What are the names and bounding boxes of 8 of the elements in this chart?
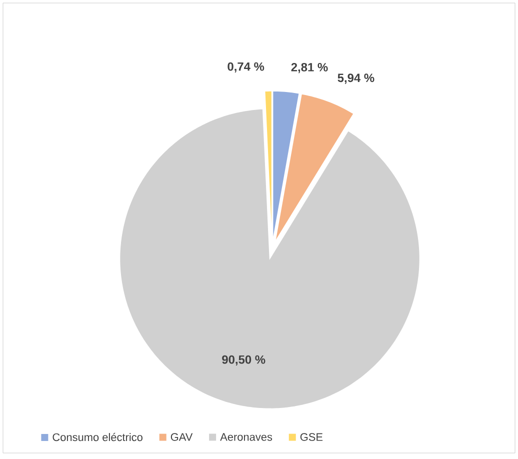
legend-label: Consumo eléctrico xyxy=(52,432,142,442)
data-label: 2,81 % xyxy=(291,62,328,74)
legend-label: GSE xyxy=(300,433,323,441)
data-label: 90,50 % xyxy=(222,355,266,366)
legend-label: GAV xyxy=(170,433,193,441)
data-label: 5,94 % xyxy=(338,74,374,84)
legend-label: Aeronaves xyxy=(220,433,272,441)
data-label: 0,74 % xyxy=(228,62,264,73)
